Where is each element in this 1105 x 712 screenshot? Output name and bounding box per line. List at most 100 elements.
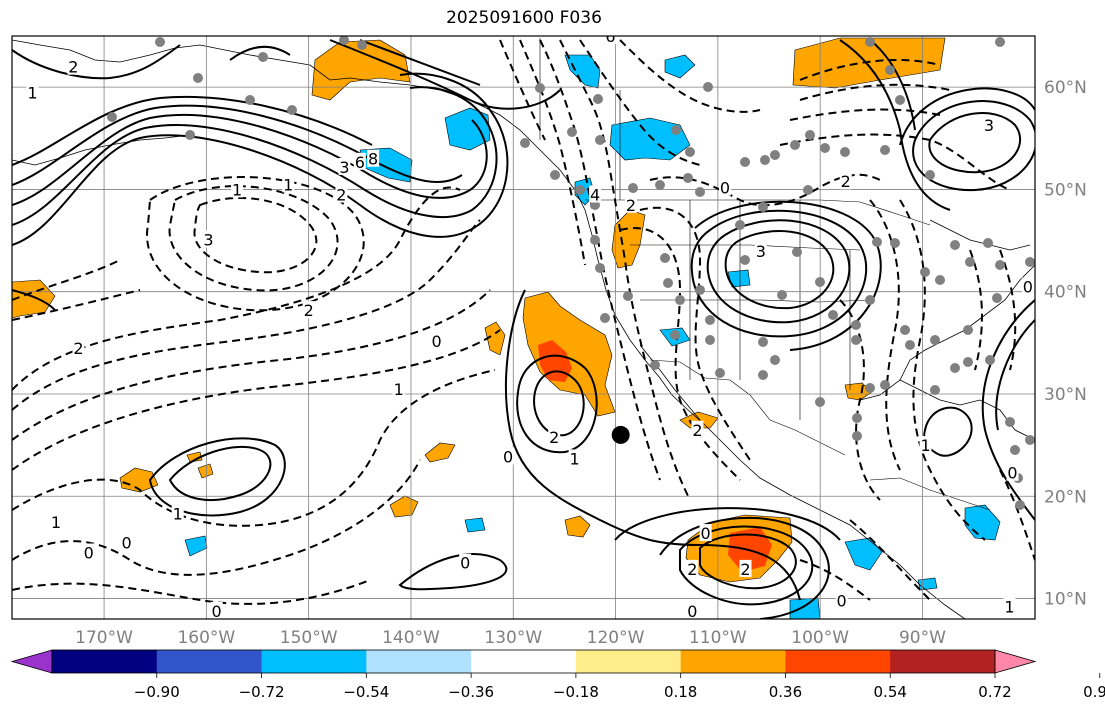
contour-label: 1 — [51, 513, 61, 532]
lon-tick-label: 100°W — [791, 628, 849, 648]
anomaly-fill — [789, 597, 821, 619]
contour-label: 0 — [720, 178, 730, 197]
lat-tick-label: 10°N — [1044, 590, 1087, 610]
contour-label-bg — [686, 559, 699, 577]
anomaly-fill — [444, 107, 491, 151]
contour-label: 0 — [837, 592, 847, 611]
contour-label-bg — [754, 241, 767, 259]
contour-label: 2 — [304, 301, 314, 320]
contour-label: 2 — [336, 186, 346, 205]
colorbar-segment — [156, 650, 263, 673]
contour-label-bg — [430, 331, 443, 349]
map-frame — [11, 35, 1036, 620]
lat-tick-label: 50°N — [1044, 180, 1087, 200]
contour-label-bg — [26, 83, 39, 101]
lon-tick-label: 150°W — [280, 628, 338, 648]
contour-label-bg — [835, 591, 848, 609]
contour-label-bg — [839, 172, 852, 190]
anomaly-fill — [609, 117, 691, 161]
anomaly-fill — [184, 535, 208, 557]
contour-label-bg — [624, 195, 637, 213]
contour-label-bg — [335, 185, 348, 203]
colorbar-tick-label: 0.18 — [664, 683, 697, 701]
contour-label-bg — [919, 436, 932, 454]
contour-label: 3 — [984, 116, 994, 135]
contour-label: 1 — [173, 505, 183, 524]
contour-label: 0 — [687, 602, 697, 621]
lon-tick-label: 160°W — [177, 628, 235, 648]
dashed-contours — [12, 39, 1035, 605]
contour-label-bg — [282, 175, 295, 193]
anomaly-fill — [664, 54, 696, 79]
contour-label-bg — [589, 185, 602, 203]
contour-label: 6 — [355, 153, 365, 172]
contour-label-bg — [691, 420, 704, 438]
contour-label-bg — [171, 504, 184, 522]
anomaly-fill — [522, 291, 616, 417]
contour-label: 0 — [460, 554, 470, 573]
colorbar-tick-label: 0.90 — [1083, 683, 1105, 701]
contour-label: 2 — [740, 560, 750, 579]
station-dots — [107, 36, 1035, 510]
latitude-tick-labels: 60°N 50°N 40°N 30°N 20°N 10°N — [1044, 78, 1087, 609]
colorbar-extend-max — [994, 649, 1037, 674]
colorbar-frame — [51, 649, 996, 674]
contour-label-bg — [210, 601, 223, 619]
colorbar-segment — [471, 650, 577, 673]
contour-label-bg — [302, 301, 315, 319]
contour-label-bg — [338, 157, 351, 175]
colorbar-extend-min — [10, 649, 53, 674]
contour-label-bg — [502, 447, 515, 465]
contour-label-bg — [367, 149, 380, 167]
contour-label-bg — [82, 543, 95, 561]
contour-label-bg — [202, 230, 215, 248]
colorbar-tick-label: −0.18 — [553, 683, 599, 701]
contour-label: 2 — [626, 196, 636, 215]
anomaly-fill — [844, 537, 883, 571]
contour-label: 2 — [73, 339, 83, 358]
location-marker — [611, 425, 630, 444]
contour-label: 2 — [68, 58, 78, 77]
contour-label-bg — [686, 601, 699, 619]
contour-label: 3 — [339, 158, 349, 177]
contour-label-bg — [604, 36, 617, 44]
contour-label: 1 — [570, 449, 580, 468]
lon-tick-label: 130°W — [484, 628, 542, 648]
contour-label-bg — [353, 152, 366, 170]
colorbar-segment — [52, 650, 158, 673]
anomaly-fill — [564, 515, 591, 538]
contour-label: 1 — [394, 380, 404, 399]
contour-label: 0 — [212, 602, 222, 621]
contour-label: 1 — [283, 175, 293, 194]
contour-label: 4 — [590, 186, 600, 205]
contour-label-bg — [1006, 463, 1019, 481]
contour-label-bg — [231, 180, 244, 198]
lon-tick-label: 110°W — [689, 628, 747, 648]
contour-label: 2 — [841, 172, 851, 191]
contour-label-bg — [1021, 277, 1034, 295]
contour-label: 0 — [503, 447, 513, 466]
anomaly-fill — [464, 517, 486, 533]
contour-label: 0 — [84, 544, 94, 563]
contour-label: 8 — [368, 150, 378, 169]
anomaly-fill — [119, 467, 159, 493]
contour-label-bg — [1003, 597, 1016, 615]
contour-label: 3 — [203, 231, 213, 250]
contour-label: 3 — [756, 242, 766, 261]
colorbar-segment — [366, 650, 472, 673]
contour-label: 1 — [920, 436, 930, 455]
contour-label: 0 — [701, 524, 711, 543]
contour-label: 0 — [1007, 464, 1017, 483]
colorbar-segment — [680, 650, 786, 673]
colorbar-tick-label: −0.54 — [343, 683, 389, 701]
map-background — [12, 36, 1035, 619]
contour-label-bg — [568, 449, 581, 467]
anomaly-fill — [917, 577, 938, 591]
contour-label: 0 — [121, 533, 131, 552]
contour-label-bg — [548, 427, 561, 445]
contour-label: 1 — [27, 83, 37, 102]
lat-tick-label: 30°N — [1044, 385, 1087, 405]
lat-tick-label: 20°N — [1044, 487, 1087, 507]
contour-label: 2 — [687, 560, 697, 579]
